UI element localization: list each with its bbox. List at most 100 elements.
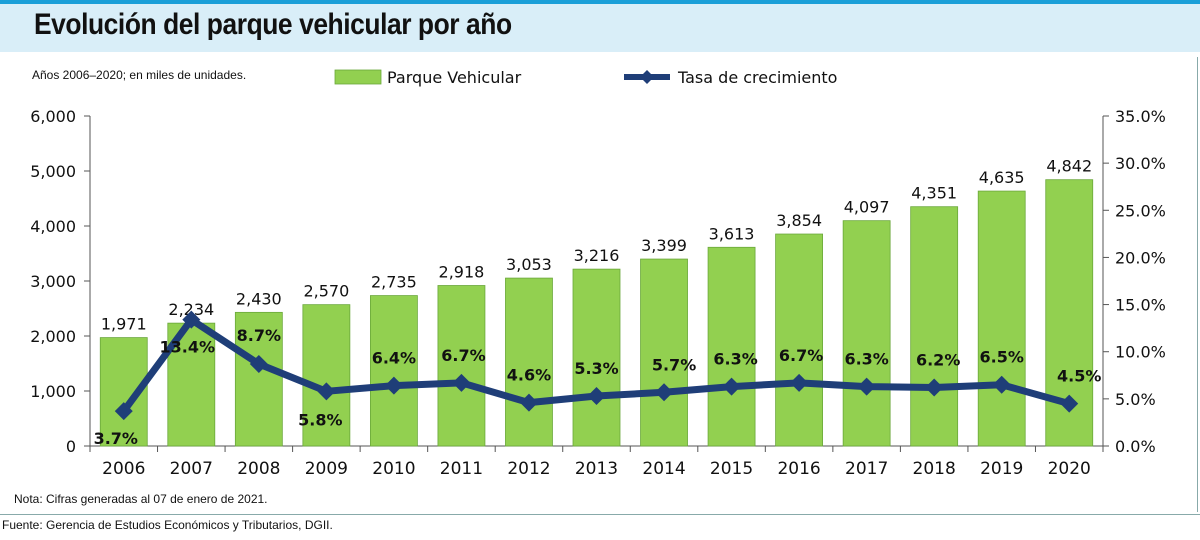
chart-frame (8, 57, 1198, 512)
x-tick-label: 2007 (170, 459, 213, 479)
x-tick-label: 2016 (777, 459, 820, 479)
rate-label-2014: 5.7% (652, 355, 696, 374)
bar-2019 (977, 190, 1026, 447)
x-tick-label: 2014 (642, 459, 685, 479)
bar-label-2017: 4,097 (844, 198, 890, 217)
x-tick-label: 2012 (507, 459, 550, 479)
point-marker-2013 (587, 387, 606, 406)
x-tick-label: 2008 (237, 459, 280, 479)
x-tick-label: 2017 (845, 459, 888, 479)
rate-label-2009: 5.8% (298, 410, 342, 429)
bar-2010 (369, 295, 418, 447)
rate-label-2012: 4.6% (507, 366, 551, 385)
x-tick-label: 2020 (1048, 459, 1091, 479)
bar-label-2020: 4,842 (1046, 157, 1092, 176)
point-marker-2020 (1060, 394, 1079, 413)
y-tick-label: 4,000 (30, 217, 76, 236)
point-marker-2006 (114, 402, 133, 421)
point-marker-2014 (655, 383, 674, 402)
x-tick-label: 2010 (372, 459, 415, 479)
bar-2009 (302, 304, 351, 447)
chart-note: Nota: Cifras generadas al 07 de enero de… (14, 492, 268, 506)
bar-label-2013: 3,216 (574, 246, 620, 265)
point-marker-2012 (519, 393, 538, 412)
bar-label-2018: 4,351 (911, 184, 957, 203)
y2-tick-label: 20.0% (1115, 248, 1166, 267)
bar-label-2010: 2,735 (371, 273, 417, 292)
bar-2012 (505, 277, 553, 447)
y2-tick-label: 35.0% (1115, 107, 1166, 126)
legend-label-bar: Parque Vehicular (387, 68, 522, 87)
y2-tick-label: 15.0% (1115, 296, 1166, 315)
bar-label-2012: 3,053 (506, 255, 552, 274)
bar-label-2011: 2,918 (439, 263, 485, 282)
bar-label-2019: 4,635 (979, 168, 1025, 187)
point-marker-2007 (182, 310, 201, 329)
bar-2017 (842, 220, 891, 447)
point-marker-2009 (317, 382, 336, 401)
point-marker-2018 (925, 378, 944, 397)
point-marker-2017 (857, 377, 876, 396)
rate-label-2015: 6.3% (713, 350, 757, 369)
y-tick-label: 3,000 (30, 272, 76, 291)
rate-label-2010: 6.4% (372, 349, 416, 368)
x-tick-label: 2019 (980, 459, 1023, 479)
rate-label-2019: 6.5% (980, 348, 1024, 367)
line-series (114, 310, 1079, 421)
x-tick-label: 2013 (575, 459, 618, 479)
bar-label-2014: 3,399 (641, 236, 687, 255)
y2-tick-label: 10.0% (1115, 343, 1166, 362)
x-tick-label: 2009 (305, 459, 348, 479)
source-divider (0, 514, 1200, 515)
bar-label-2007: 2,234 (168, 300, 214, 319)
point-marker-2015 (722, 377, 741, 396)
bar-label-2016: 3,854 (776, 211, 822, 230)
rate-label-2020: 4.5% (1057, 367, 1101, 386)
page-title: Evolución del parque vehicular por año (34, 8, 512, 41)
chart-subtitle: Años 2006–2020; en miles de unidades. (32, 68, 247, 82)
bar-label-2008: 2,430 (236, 289, 282, 308)
bar-series (99, 179, 1094, 447)
x-tick-label: 2006 (102, 459, 145, 479)
y2-tick-label: 30.0% (1115, 154, 1166, 173)
bar-label-2006: 1,971 (101, 315, 147, 334)
y2-tick-label: 0.0% (1115, 437, 1156, 456)
point-marker-2019 (992, 375, 1011, 394)
chart-legend: Parque Vehicular Tasa de crecimiento (334, 68, 837, 87)
bar-2014 (640, 258, 688, 447)
bar-2011 (437, 285, 486, 447)
x-tick-label: 2011 (440, 459, 483, 479)
bar-2015 (707, 246, 756, 447)
rate-label-2017: 6.3% (844, 350, 888, 369)
rate-label-2011: 6.7% (441, 346, 485, 365)
bar-value-labels: 1,971 2,234 2,430 2,570 2,735 2,918 3,053 3,216… (101, 157, 1092, 334)
bar-2008 (234, 311, 283, 447)
x-tick-label: 2015 (710, 459, 753, 479)
point-marker-2011 (452, 373, 471, 392)
y-tick-label: 6,000 (30, 107, 76, 126)
y-tick-label: 2,000 (30, 327, 76, 346)
y-tick-label: 0 (66, 437, 76, 456)
legend-swatch-bar (334, 69, 382, 85)
line-value-labels: 3.7% 13.4% 8.7% 5.8% 6.4% 6.7% 4.6% 5.3% 5.7% 6.3… (94, 326, 1102, 448)
rate-label-2013: 5.3% (574, 359, 618, 378)
rate-label-2008: 8.7% (237, 326, 281, 345)
x-tick-label: 2018 (913, 459, 956, 479)
y-tick-label: 5,000 (30, 162, 76, 181)
rate-label-2007: 13.4% (160, 338, 216, 357)
point-marker-2010 (384, 376, 403, 395)
bar-2018 (910, 206, 959, 447)
legend-marker-icon (640, 70, 654, 84)
title-bar (0, 0, 1200, 52)
y-tick-label: 1,000 (30, 382, 76, 401)
rate-label-2018: 6.2% (916, 351, 960, 370)
rate-label-2006: 3.7% (94, 429, 138, 448)
bar-2016 (775, 233, 823, 447)
point-marker-2016 (790, 373, 809, 392)
rate-label-2016: 6.7% (779, 346, 823, 365)
y2-tick-label: 5.0% (1115, 390, 1156, 409)
bar-label-2009: 2,570 (303, 282, 349, 301)
y2-tick-label: 25.0% (1115, 201, 1166, 220)
chart-source: Fuente: Gerencia de Estudios Económicos … (2, 518, 333, 532)
